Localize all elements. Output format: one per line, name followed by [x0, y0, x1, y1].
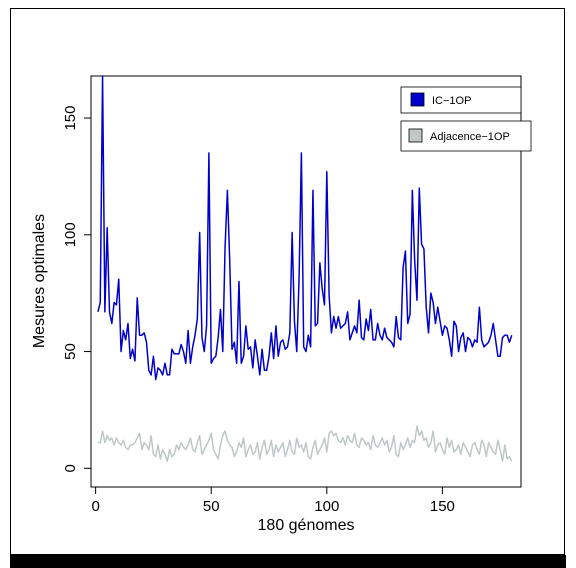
x-axis-title: 180 génomes — [258, 517, 355, 534]
y-tick-label-100: 100 — [62, 222, 79, 247]
y-tick-label-50: 50 — [62, 343, 79, 360]
series-layer — [97, 75, 513, 463]
x-tick-label-50: 50 — [203, 498, 220, 515]
series-line-1 — [97, 75, 513, 381]
bottom-bar — [10, 555, 566, 568]
y-axis-title: Mesures optimales — [31, 214, 48, 348]
legend-swatch-1 — [410, 92, 425, 107]
x-tick-label-100: 100 — [314, 498, 339, 515]
x-tick-label-0: 0 — [91, 498, 99, 515]
y-axis: 0 50 100 150 — [62, 106, 91, 472]
legend-swatch-2 — [408, 128, 423, 143]
y-tick-label-0: 0 — [62, 464, 79, 472]
y-tick-label-150: 150 — [62, 106, 79, 131]
series-line-2 — [97, 425, 513, 463]
x-axis: 0 50 100 150 — [91, 487, 455, 515]
legend-item-2-box — [400, 120, 532, 152]
x-tick-label-150: 150 — [430, 498, 455, 515]
legend-label-2: Adjacence−1OP — [430, 131, 510, 143]
legend: IC−1OP Adjacence−1OP — [400, 86, 532, 152]
plot-area-box — [90, 75, 522, 488]
legend-label-1: IC−1OP — [432, 95, 471, 107]
